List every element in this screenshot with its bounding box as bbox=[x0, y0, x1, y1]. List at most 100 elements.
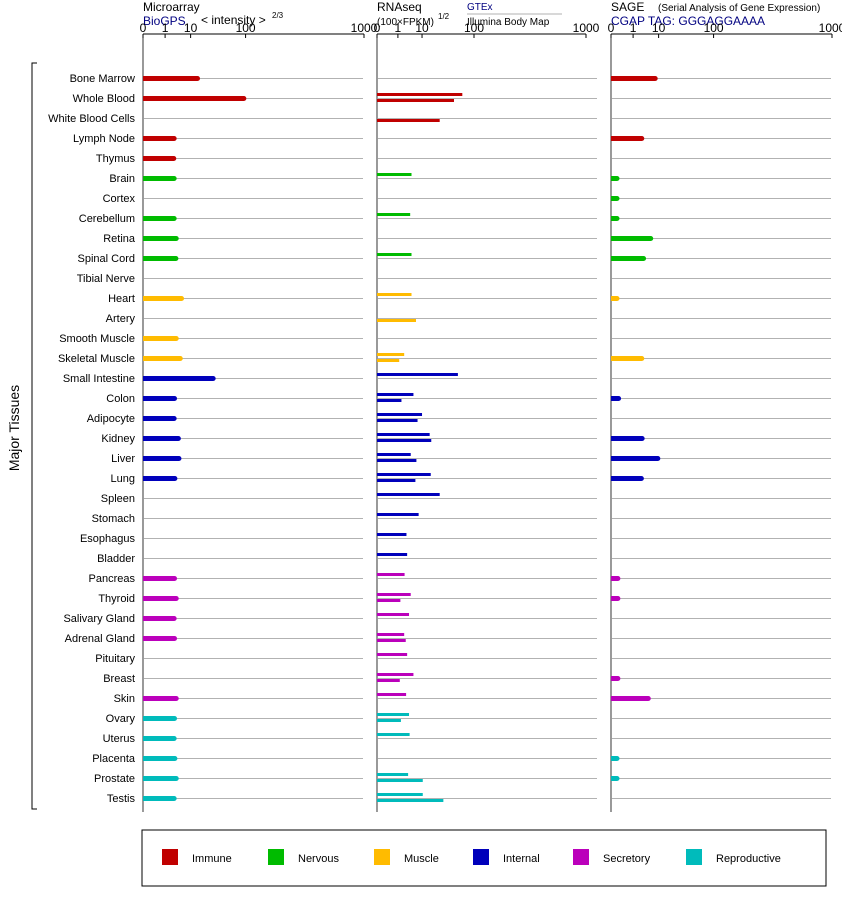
expression-bar bbox=[377, 493, 440, 496]
expression-bar bbox=[143, 176, 175, 181]
bar-end-cap bbox=[614, 756, 620, 761]
bar-end-cap bbox=[241, 96, 247, 101]
x-tick-label: 10 bbox=[184, 21, 198, 35]
rnaseq-units: (100×FPKM) bbox=[377, 17, 434, 28]
expression-bar bbox=[143, 436, 179, 441]
expression-bar bbox=[377, 293, 412, 296]
tissue-label: Pancreas bbox=[89, 573, 136, 585]
expression-bar bbox=[143, 696, 177, 701]
tissue-label: Skeletal Muscle bbox=[58, 353, 135, 365]
legend-label: Secretory bbox=[603, 853, 651, 865]
expression-bar bbox=[377, 719, 401, 722]
expression-bar bbox=[143, 296, 182, 301]
bar-end-cap bbox=[173, 776, 179, 781]
legend-label: Muscle bbox=[404, 853, 439, 865]
bar-end-cap bbox=[639, 136, 645, 141]
tissue-label: Lung bbox=[111, 473, 135, 485]
bar-end-cap bbox=[173, 696, 179, 701]
expression-bar bbox=[611, 356, 642, 361]
bar-end-cap bbox=[645, 696, 651, 701]
expression-bar bbox=[611, 76, 656, 81]
expression-bar bbox=[143, 796, 175, 801]
bar-end-cap bbox=[172, 396, 178, 401]
expression-bar bbox=[377, 793, 423, 796]
expression-bar bbox=[377, 213, 411, 216]
bar-end-cap bbox=[615, 576, 621, 581]
tissue-label: Bone Marrow bbox=[70, 73, 135, 85]
x-tick-label: 1000 bbox=[819, 21, 842, 35]
expression-bar bbox=[377, 93, 463, 96]
bar-end-cap bbox=[177, 356, 183, 361]
bar-end-cap bbox=[648, 236, 654, 241]
x-tick-label: 1000 bbox=[351, 21, 378, 35]
tissue-label: Adipocyte bbox=[87, 413, 135, 425]
expression-bar bbox=[377, 459, 417, 462]
tissue-bracket bbox=[31, 62, 37, 810]
expression-bar bbox=[377, 593, 411, 596]
bar-end-cap bbox=[171, 156, 177, 161]
x-tick-label: 100 bbox=[704, 21, 724, 35]
legend-label: Nervous bbox=[298, 853, 339, 865]
x-tick-label: 10 bbox=[415, 21, 429, 35]
microarray-title: Microarray bbox=[143, 0, 200, 14]
tissue-label: Adrenal Gland bbox=[65, 633, 135, 645]
expression-bar bbox=[377, 413, 423, 416]
bar-end-cap bbox=[171, 216, 177, 221]
x-tick-label: 1000 bbox=[573, 21, 600, 35]
tissue-label: Ovary bbox=[106, 713, 136, 725]
bar-end-cap bbox=[614, 296, 620, 301]
bar-end-cap bbox=[179, 296, 185, 301]
expression-bar bbox=[143, 736, 175, 741]
expression-bar bbox=[143, 216, 175, 221]
expression-bar bbox=[611, 176, 617, 181]
bar-end-cap bbox=[614, 176, 620, 181]
expression-bar bbox=[377, 399, 402, 402]
bar-end-cap bbox=[172, 756, 178, 761]
expression-bar bbox=[143, 716, 175, 721]
expression-bar bbox=[377, 633, 405, 636]
expression-bar bbox=[143, 456, 179, 461]
bar-end-cap bbox=[173, 256, 179, 261]
tissue-label: Skin bbox=[114, 693, 135, 705]
expression-bar bbox=[611, 756, 617, 761]
expression-bar bbox=[143, 156, 174, 161]
tissue-label: Uterus bbox=[103, 733, 136, 745]
expression-bar bbox=[611, 596, 618, 601]
legend-label: Reproductive bbox=[716, 853, 781, 865]
expression-bar bbox=[611, 456, 658, 461]
expression-bar bbox=[377, 359, 400, 362]
bar-end-cap bbox=[641, 256, 647, 261]
bar-end-cap bbox=[171, 176, 177, 181]
tissue-label: Cerebellum bbox=[79, 213, 135, 225]
bar-end-cap bbox=[638, 476, 644, 481]
bar-end-cap bbox=[655, 456, 661, 461]
bar-end-cap bbox=[175, 436, 181, 441]
rnaseq-source-gtex: GTEx bbox=[467, 2, 493, 13]
expression-bar bbox=[611, 396, 619, 401]
tissue-label: Liver bbox=[111, 453, 135, 465]
expression-bar bbox=[143, 256, 176, 261]
legend-swatch bbox=[162, 849, 178, 865]
tissue-label: Stomach bbox=[92, 513, 135, 525]
legend-swatch bbox=[374, 849, 390, 865]
tissue-label: Brain bbox=[109, 173, 135, 185]
expression-bar bbox=[377, 353, 405, 356]
sage-title: SAGE bbox=[611, 0, 644, 14]
expression-bar bbox=[377, 119, 440, 122]
tissue-label: Small Intestine bbox=[63, 373, 135, 385]
expression-bar bbox=[377, 673, 414, 676]
bar-end-cap bbox=[172, 476, 178, 481]
bar-end-cap bbox=[171, 416, 177, 421]
tissue-label: Spleen bbox=[101, 493, 135, 505]
tissue-label: Artery bbox=[106, 313, 136, 325]
expression-bar bbox=[143, 356, 181, 361]
x-tick-label: 100 bbox=[236, 21, 256, 35]
tissue-label: Placenta bbox=[92, 753, 136, 765]
expression-bar bbox=[143, 636, 175, 641]
expression-bar bbox=[611, 236, 651, 241]
expression-bar bbox=[143, 776, 177, 781]
x-tick-label: 0 bbox=[140, 21, 147, 35]
expression-bar bbox=[611, 216, 617, 221]
tissue-label: Cortex bbox=[103, 193, 136, 205]
expression-bar bbox=[143, 396, 175, 401]
